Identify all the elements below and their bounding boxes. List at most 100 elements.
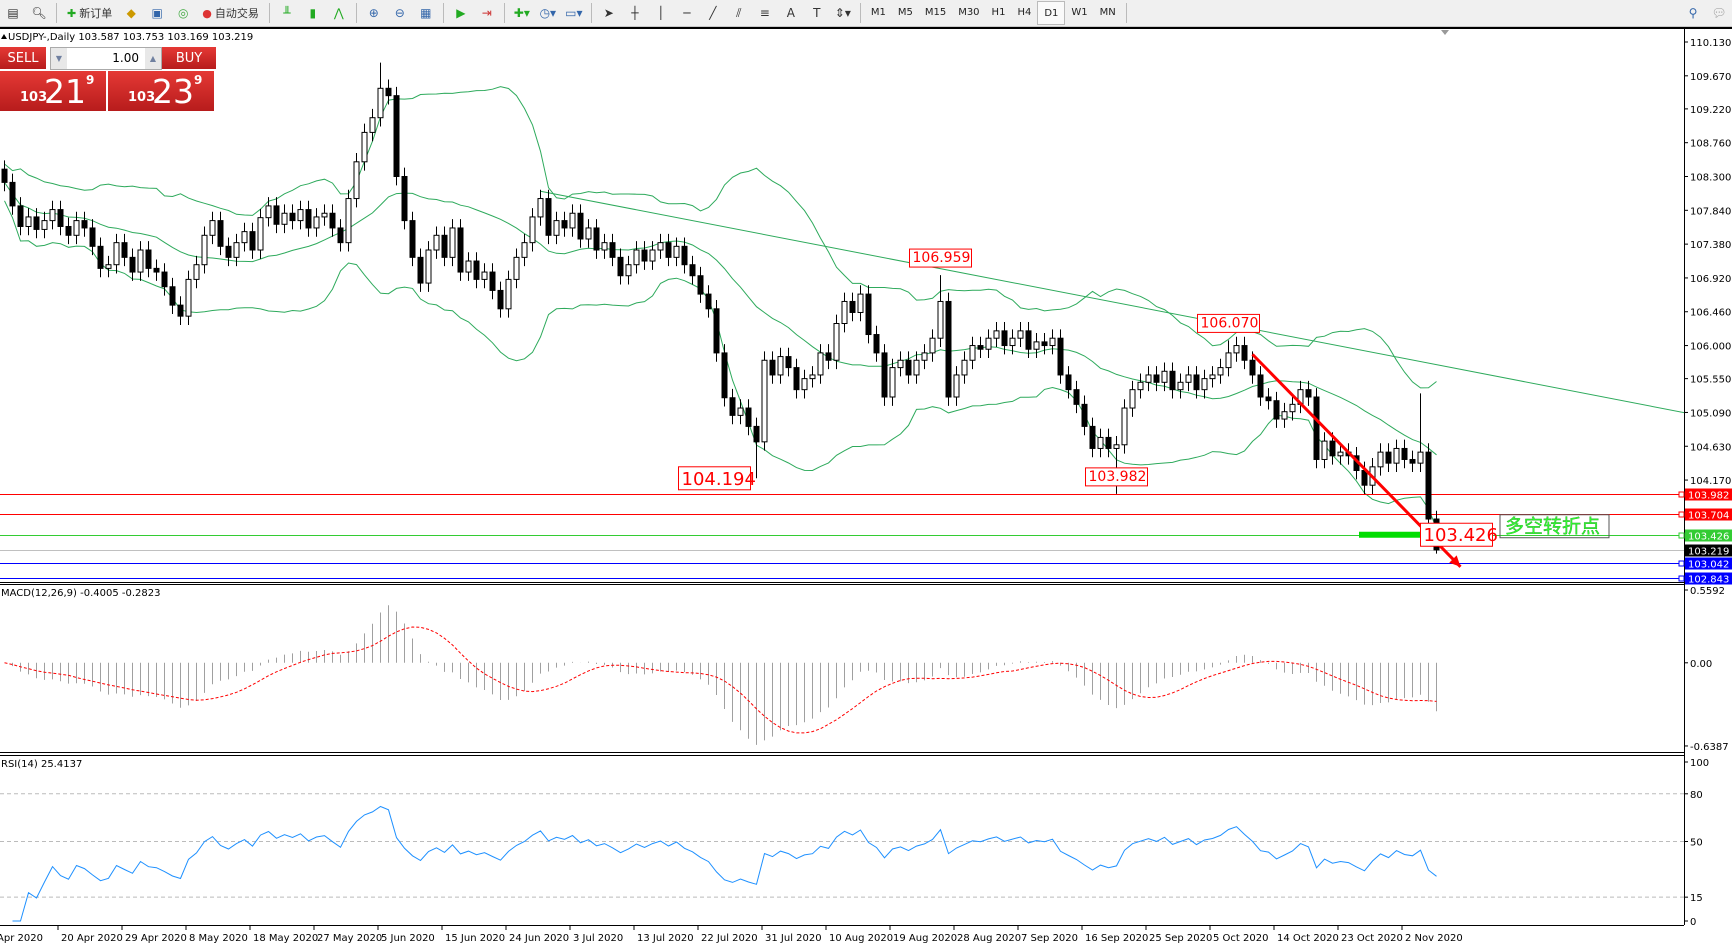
candle <box>1081 395 1088 436</box>
new-chart-icon[interactable]: ▤ <box>7 6 19 20</box>
candle <box>1097 428 1104 458</box>
vertical-line-icon[interactable]: │ <box>657 6 665 20</box>
buy-price-button[interactable]: 103 23 9 <box>108 71 214 111</box>
candle <box>361 123 368 171</box>
text-label-icon[interactable]: T <box>813 6 821 20</box>
arrows-icon[interactable]: ⇕▾ <box>834 6 851 20</box>
date-tick-label: 27 May 2020 <box>317 933 382 944</box>
line-chart-icon[interactable]: ⋀ <box>333 6 344 20</box>
bear-candle-body <box>57 209 64 227</box>
bull-candle-body <box>841 300 848 325</box>
indicators-icon[interactable]: ✚▾ <box>513 6 530 20</box>
bar-chart-icon[interactable]: ╨ <box>283 6 291 20</box>
candle <box>689 255 696 285</box>
candle <box>1305 380 1312 406</box>
candle <box>721 344 728 407</box>
candle <box>193 255 200 289</box>
bear-candle-body <box>713 308 720 354</box>
date-tick-label: 2 Nov 2020 <box>1405 933 1463 944</box>
bear-candle-body <box>161 271 168 288</box>
terminal-icon[interactable]: ▣ <box>151 6 163 20</box>
metaeditor-icon[interactable]: ◆ <box>126 6 136 20</box>
bull-candle-body <box>433 234 440 251</box>
bear-candle-body <box>793 367 800 391</box>
price-label: 103.426 <box>1424 525 1498 546</box>
chart-shift-marker-icon <box>1441 30 1449 35</box>
annotation-box <box>1499 514 1610 539</box>
candle <box>145 241 152 278</box>
timeframe-m15[interactable]: M15 <box>924 6 947 18</box>
candle <box>1033 333 1040 359</box>
candle <box>1201 369 1208 399</box>
lot-decrease-icon[interactable]: ▼ <box>51 48 67 69</box>
buy-button[interactable]: BUY <box>162 47 216 69</box>
bear-candle-body <box>9 181 16 207</box>
bear-candle-body <box>225 245 232 258</box>
candle <box>1041 333 1048 355</box>
candlestick-icon[interactable]: ▮ <box>309 6 317 20</box>
new-order-button[interactable]: ✚ 新订单 <box>63 2 116 24</box>
equidistant-channel-icon[interactable]: ⫽ <box>736 5 742 20</box>
candle <box>1217 358 1224 384</box>
candle <box>9 173 16 215</box>
tile-windows-icon[interactable]: ▦ <box>420 6 432 20</box>
candle <box>273 197 280 234</box>
lot-increase-icon[interactable]: ▲ <box>145 48 161 69</box>
candle <box>121 233 128 267</box>
candle <box>585 219 592 248</box>
line-handle <box>1678 560 1685 567</box>
candle <box>1321 432 1328 469</box>
bull-candle-body <box>105 264 112 269</box>
lot-size-input[interactable]: ▼ 1.00 ▲ <box>50 47 162 70</box>
crosshair-icon[interactable]: ┼ <box>631 6 639 20</box>
bear-candle-body <box>249 231 256 251</box>
timeframe-d1[interactable]: D1 <box>1037 1 1066 25</box>
timeframe-h1[interactable]: H1 <box>991 6 1006 18</box>
text-icon[interactable]: A <box>786 6 795 20</box>
candle <box>281 204 288 234</box>
divider <box>1125 3 1127 23</box>
cursor-icon[interactable]: ➤ <box>603 6 614 20</box>
candle <box>1233 336 1240 362</box>
candle <box>449 219 456 267</box>
autoscroll-icon[interactable]: ▶ <box>456 6 466 20</box>
timeframe-m30[interactable]: M30 <box>958 6 980 18</box>
horizontal-line-icon[interactable]: ─ <box>683 6 691 20</box>
periods-icon[interactable]: ◷▾ <box>539 6 557 20</box>
search-icon[interactable]: ⚲ <box>1688 6 1698 20</box>
signals-icon[interactable]: ◎ <box>177 6 189 20</box>
timeframe-m1[interactable]: M1 <box>870 6 886 18</box>
candle <box>753 417 760 479</box>
bull-candle-body <box>449 227 456 258</box>
zoom-window-icon[interactable]: 🔍︎ <box>31 6 47 20</box>
timeframe-h4[interactable]: H4 <box>1017 6 1032 18</box>
timeframe-w1[interactable]: W1 <box>1071 6 1088 18</box>
chart-shift-icon[interactable]: ⇥ <box>481 6 492 20</box>
zoom-out-icon[interactable]: ⊖ <box>394 6 405 20</box>
auto-trading-button[interactable]: ● 自动交易 <box>198 2 263 24</box>
zoom-in-icon[interactable]: ⊕ <box>368 6 379 20</box>
bull-candle-body <box>633 249 640 266</box>
bear-candle-body <box>905 359 912 376</box>
bull-candle-body <box>1009 337 1016 347</box>
chat-icon[interactable]: 💬︎ <box>1711 6 1727 20</box>
candle <box>601 233 608 259</box>
price-label-box <box>1085 467 1148 487</box>
sell-button[interactable]: SELL <box>0 47 46 69</box>
timeframe-mn[interactable]: MN <box>1099 6 1116 18</box>
fibonacci-icon[interactable]: ≡ <box>759 6 770 20</box>
candle <box>633 241 640 274</box>
sell-price-button[interactable]: 103 21 9 <box>0 71 106 111</box>
bear-candle-body <box>273 205 280 225</box>
candle <box>609 233 616 267</box>
templates-icon[interactable]: ▭▾ <box>565 6 583 20</box>
trendline-icon[interactable]: ╱ <box>709 6 717 20</box>
candle <box>1057 329 1064 384</box>
timeframe-m5[interactable]: M5 <box>897 6 913 18</box>
bull-candle-body <box>1049 337 1056 347</box>
candle <box>785 347 792 377</box>
price-line-label: 103.982 <box>1688 491 1729 502</box>
candle <box>113 233 120 274</box>
price-tick-label: 105.550 <box>1690 375 1731 386</box>
